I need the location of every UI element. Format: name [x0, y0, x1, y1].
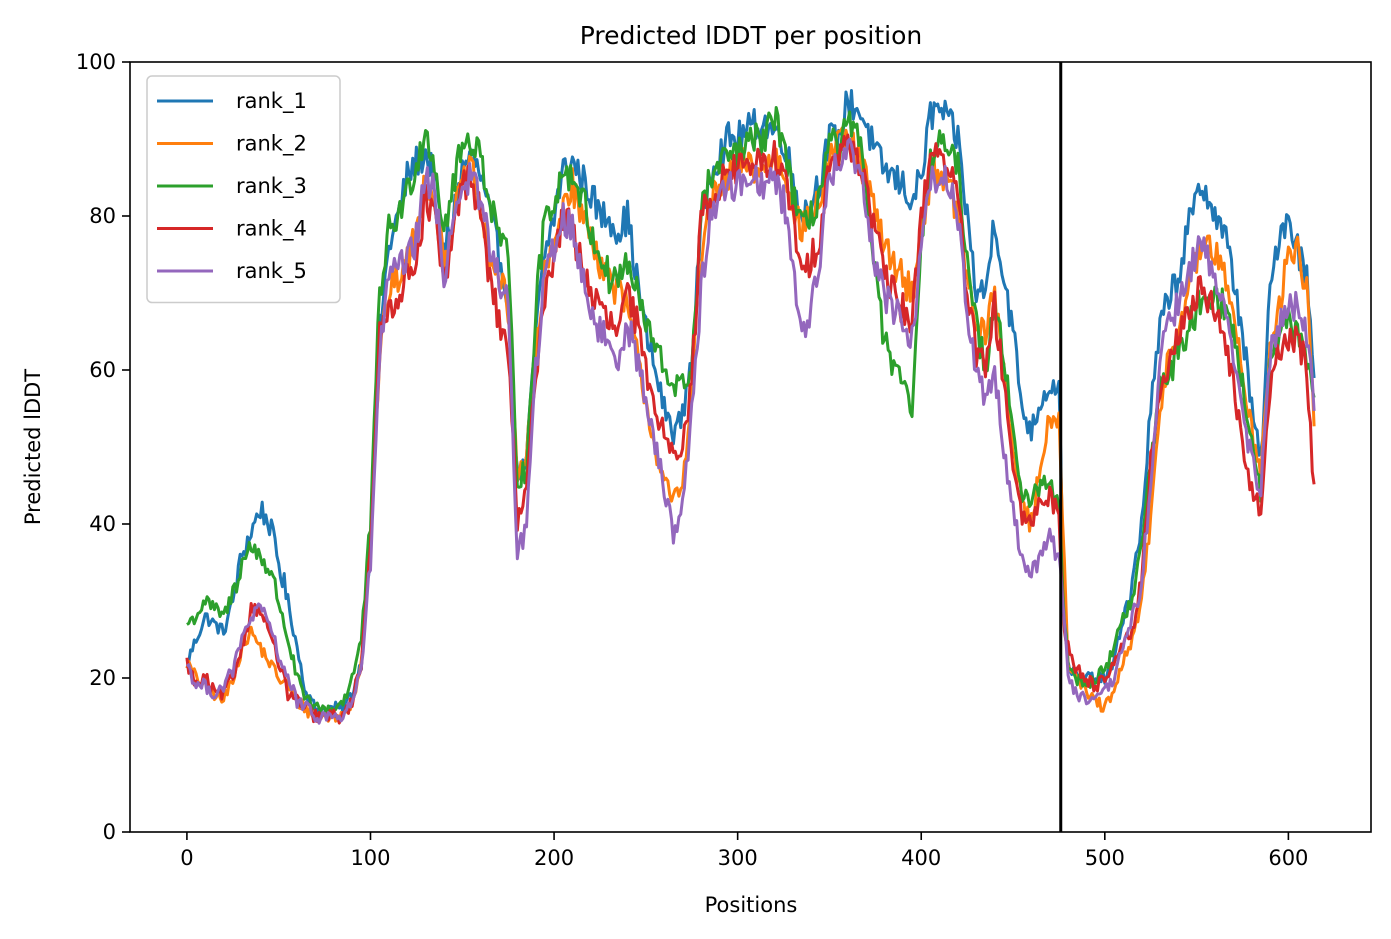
y-axis-label: Predicted lDDT: [21, 369, 45, 525]
x-tick-label: 500: [1085, 846, 1125, 870]
y-tick-label: 60: [89, 358, 116, 382]
x-tick-label: 100: [350, 846, 390, 870]
x-tick-label: 400: [901, 846, 941, 870]
legend-label-rank_3: rank_3: [236, 174, 307, 199]
axes-frame: [129, 61, 1372, 833]
legend-label-rank_1: rank_1: [236, 89, 307, 114]
series-line-rank_5: [185, 137, 1316, 725]
legend-label-rank_5: rank_5: [236, 259, 307, 284]
series-line-rank_3: [186, 105, 1316, 716]
legend-label-rank_2: rank_2: [236, 132, 307, 157]
y-tick-label: 20: [89, 666, 116, 690]
y-tick-label: 100: [76, 50, 116, 74]
legend-box: [146, 75, 341, 304]
chart-title: Predicted lDDT per position: [580, 21, 922, 50]
axes: 0 100 200 300 400 500 600 0 20 40 60 80 100: [76, 50, 1372, 870]
x-tick-label: 0: [180, 846, 193, 870]
y-tick-label: 40: [89, 512, 116, 536]
plot-area: [185, 62, 1316, 832]
x-tick-label: 300: [718, 846, 758, 870]
x-tick-label: 200: [534, 846, 574, 870]
y-tick-label: 0: [103, 820, 116, 844]
x-axis-label: Positions: [705, 893, 798, 917]
legend: rank_1 rank_2 rank_3 rank_4 rank_5: [146, 75, 341, 304]
legend-label-rank_4: rank_4: [236, 217, 307, 242]
x-tick-label: 600: [1268, 846, 1308, 870]
y-tick-label: 80: [89, 204, 116, 228]
series-lines: [185, 88, 1316, 725]
